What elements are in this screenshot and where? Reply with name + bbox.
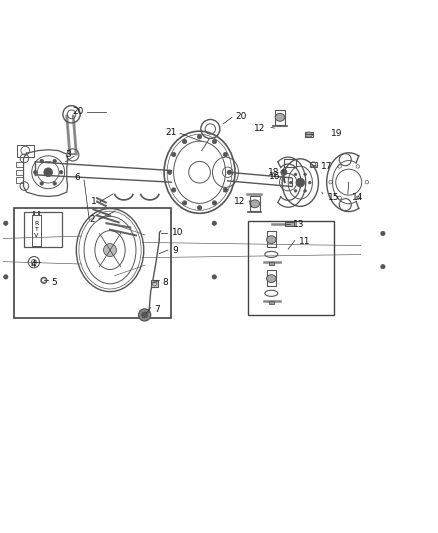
Bar	[24, 212, 63, 247]
Bar	[16, 169, 23, 175]
Bar	[275, 109, 285, 125]
Text: 6: 6	[75, 173, 81, 182]
Text: 12: 12	[254, 124, 266, 133]
Circle shape	[304, 190, 306, 192]
Circle shape	[103, 244, 117, 256]
Circle shape	[60, 171, 63, 174]
Circle shape	[212, 139, 217, 144]
Circle shape	[308, 181, 311, 184]
Ellipse shape	[305, 132, 312, 137]
Circle shape	[141, 312, 148, 318]
Circle shape	[281, 169, 287, 175]
Circle shape	[304, 173, 306, 176]
Text: 9: 9	[172, 246, 178, 255]
Circle shape	[53, 159, 57, 163]
Text: 20: 20	[236, 111, 247, 120]
Bar	[267, 231, 276, 247]
Circle shape	[44, 168, 53, 176]
Text: 16: 16	[269, 172, 280, 181]
Text: 8: 8	[163, 278, 169, 287]
Circle shape	[381, 231, 385, 236]
Circle shape	[198, 206, 202, 210]
Circle shape	[41, 277, 47, 284]
Bar	[16, 162, 23, 167]
Circle shape	[40, 159, 43, 163]
Bar	[250, 196, 260, 211]
Circle shape	[172, 152, 176, 157]
Bar	[151, 280, 159, 287]
Text: 10: 10	[172, 228, 184, 237]
Text: 13: 13	[293, 221, 305, 230]
Text: 7: 7	[154, 305, 160, 314]
Text: 12: 12	[233, 197, 245, 206]
Circle shape	[172, 188, 176, 192]
Text: 17: 17	[321, 161, 332, 171]
Circle shape	[138, 309, 151, 321]
Circle shape	[223, 152, 228, 157]
Circle shape	[4, 221, 8, 225]
Bar	[285, 222, 294, 226]
Circle shape	[290, 181, 292, 184]
Bar	[14, 208, 171, 318]
Text: 1: 1	[91, 197, 97, 206]
Text: 3: 3	[65, 150, 71, 158]
Text: 11: 11	[299, 237, 311, 246]
Bar	[16, 177, 23, 183]
Circle shape	[42, 279, 45, 281]
Circle shape	[183, 201, 187, 205]
Text: 15: 15	[328, 193, 339, 202]
Circle shape	[212, 274, 216, 279]
Ellipse shape	[275, 114, 285, 121]
Bar	[304, 132, 313, 137]
Circle shape	[53, 182, 57, 185]
Circle shape	[33, 171, 37, 174]
Circle shape	[40, 182, 43, 185]
Circle shape	[296, 178, 304, 187]
Ellipse shape	[267, 236, 276, 244]
Text: R
T
V: R T V	[35, 221, 39, 238]
Bar	[269, 301, 274, 304]
Text: 19: 19	[332, 129, 343, 138]
Text: 21: 21	[166, 128, 177, 137]
Circle shape	[294, 190, 297, 192]
Bar	[248, 221, 334, 315]
Bar	[17, 144, 34, 157]
Circle shape	[381, 264, 385, 269]
Bar	[267, 270, 276, 286]
Text: 2: 2	[90, 215, 95, 224]
Circle shape	[212, 201, 217, 205]
Circle shape	[183, 139, 187, 144]
Circle shape	[212, 221, 216, 225]
Circle shape	[294, 173, 297, 176]
Circle shape	[223, 188, 228, 192]
Bar	[269, 262, 274, 265]
Bar	[284, 159, 296, 167]
Text: 18: 18	[268, 168, 279, 177]
Text: 20: 20	[73, 107, 84, 116]
Circle shape	[168, 170, 172, 174]
Text: 14: 14	[352, 193, 364, 202]
Text: 4: 4	[31, 260, 36, 269]
Circle shape	[4, 274, 8, 279]
Bar	[310, 162, 317, 167]
Circle shape	[198, 135, 202, 139]
Circle shape	[227, 170, 232, 174]
Ellipse shape	[267, 274, 276, 282]
Ellipse shape	[250, 200, 260, 208]
Text: 5: 5	[51, 278, 57, 287]
